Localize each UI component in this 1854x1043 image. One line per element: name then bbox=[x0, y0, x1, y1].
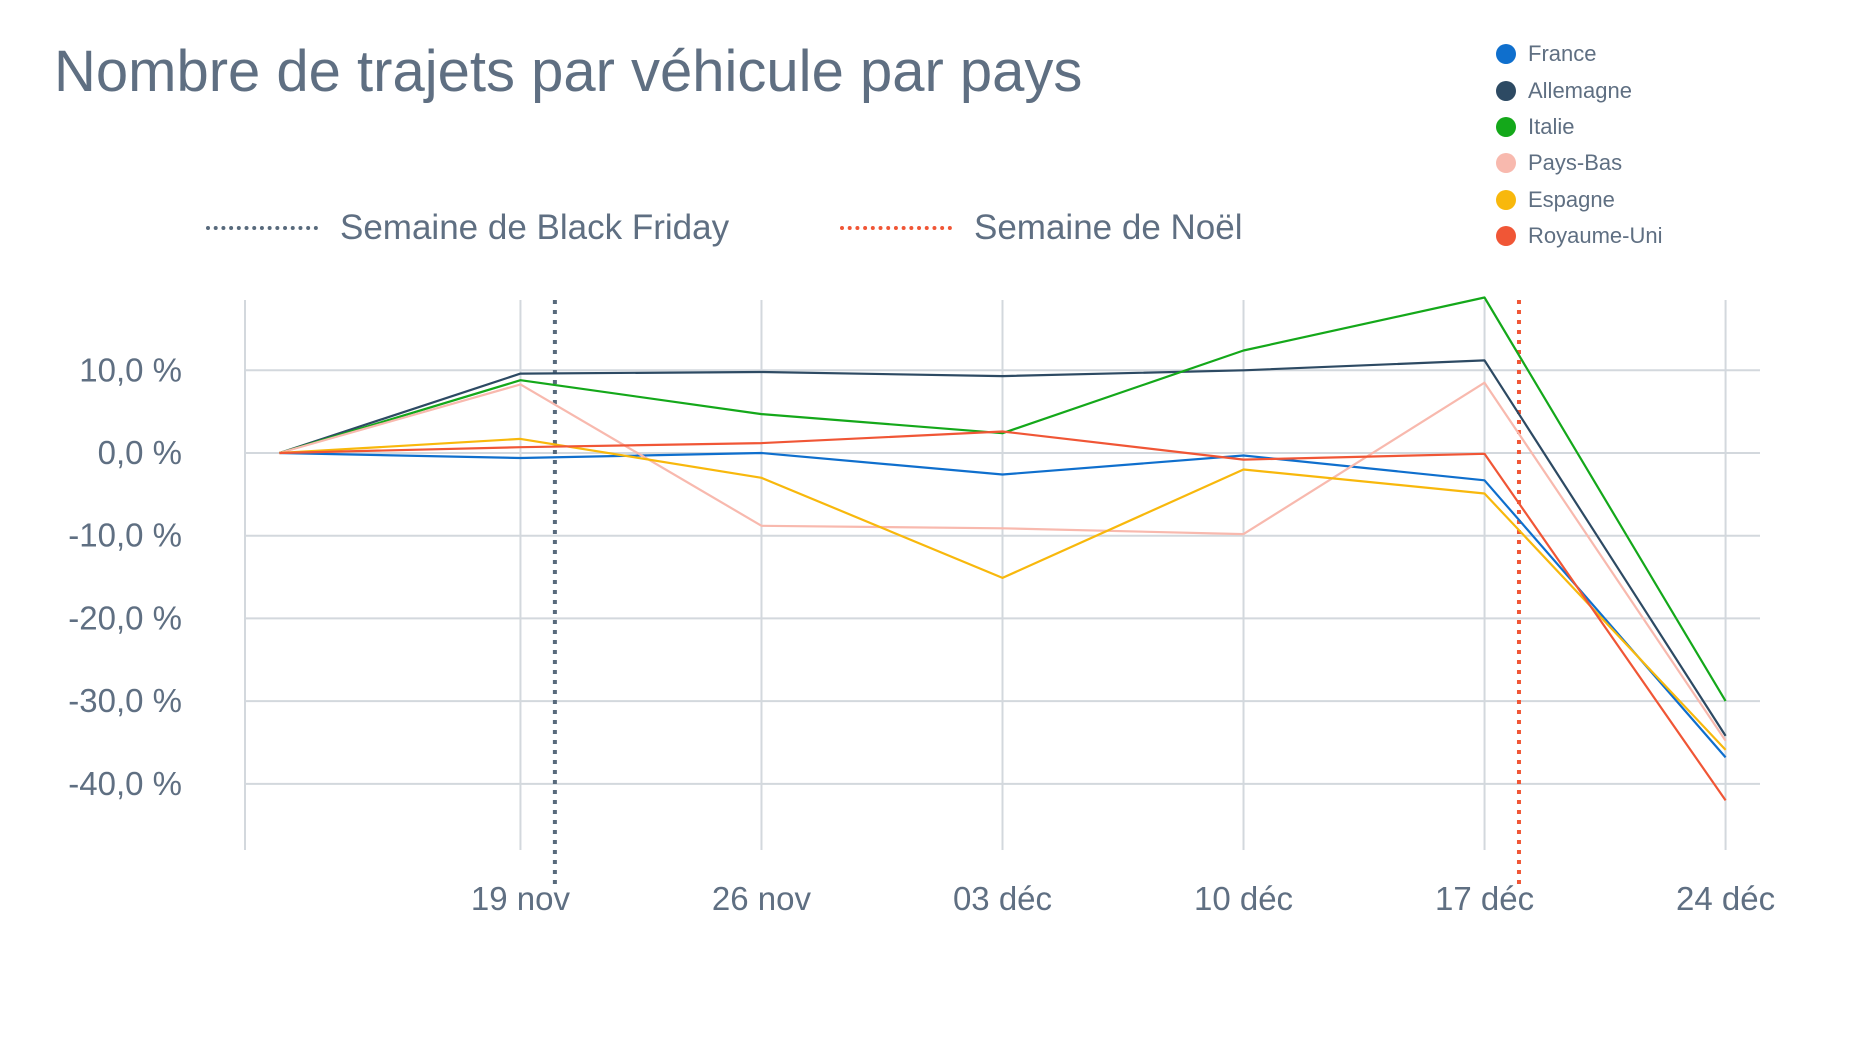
legend-item-france[interactable]: France bbox=[1496, 36, 1663, 72]
black-friday-dash-icon bbox=[206, 226, 318, 230]
series-line-pays-bas bbox=[279, 381, 1727, 742]
series-line-italie bbox=[279, 296, 1727, 702]
x-tick-label: 19 nov bbox=[471, 880, 571, 917]
legend-item-espagne[interactable]: Espagne bbox=[1496, 182, 1663, 218]
series-legend: France Allemagne Italie Pays-Bas Espagne… bbox=[1496, 36, 1663, 254]
legend-item-allemagne[interactable]: Allemagne bbox=[1496, 72, 1663, 108]
legend-label: Royaume-Uni bbox=[1528, 223, 1663, 249]
legend-swatch-icon bbox=[1496, 189, 1516, 210]
series-line-france bbox=[279, 451, 1727, 759]
y-tick-label: 0,0 % bbox=[98, 434, 182, 471]
x-tick-label: 10 déc bbox=[1194, 880, 1293, 917]
y-tick-label: -10,0 % bbox=[68, 517, 182, 554]
legend-item-italie[interactable]: Italie bbox=[1496, 109, 1663, 145]
legend-label: Espagne bbox=[1528, 186, 1615, 212]
legend-item-pays-bas[interactable]: Pays-Bas bbox=[1496, 145, 1663, 181]
series-line-espagne bbox=[279, 437, 1727, 751]
x-tick-label: 03 déc bbox=[953, 880, 1052, 917]
christmas-dash-icon bbox=[840, 226, 952, 230]
x-tick-label: 26 nov bbox=[712, 880, 812, 917]
legend-item-royaume-uni[interactable]: Royaume-Uni bbox=[1496, 218, 1663, 254]
legend-swatch-icon bbox=[1496, 226, 1516, 247]
black-friday-label: Semaine de Black Friday bbox=[340, 208, 730, 247]
legend-swatch-icon bbox=[1496, 80, 1516, 101]
black-friday-legend: Semaine de Black Friday bbox=[206, 208, 729, 248]
y-tick-label: -20,0 % bbox=[68, 599, 182, 636]
series-line-allemagne bbox=[279, 359, 1727, 737]
legend-label: Pays-Bas bbox=[1528, 150, 1623, 176]
christmas-legend: Semaine de Noël bbox=[840, 208, 1243, 248]
y-tick-label: -40,0 % bbox=[68, 765, 182, 802]
legend-label: France bbox=[1528, 41, 1597, 67]
legend-swatch-icon bbox=[1496, 116, 1516, 137]
legend-label: Italie bbox=[1528, 113, 1575, 139]
y-tick-label: 10,0 % bbox=[79, 351, 182, 388]
christmas-label: Semaine de Noël bbox=[974, 208, 1243, 247]
series-line-royaume-uni bbox=[279, 430, 1727, 802]
chart-title: Nombre de trajets par véhicule par pays bbox=[54, 39, 1083, 104]
legend-swatch-icon bbox=[1496, 153, 1516, 174]
legend-swatch-icon bbox=[1496, 44, 1516, 65]
y-tick-label: -30,0 % bbox=[68, 682, 182, 719]
legend-label: Allemagne bbox=[1528, 77, 1632, 103]
x-tick-label: 24 déc bbox=[1676, 880, 1775, 917]
x-tick-label: 17 déc bbox=[1435, 880, 1534, 917]
